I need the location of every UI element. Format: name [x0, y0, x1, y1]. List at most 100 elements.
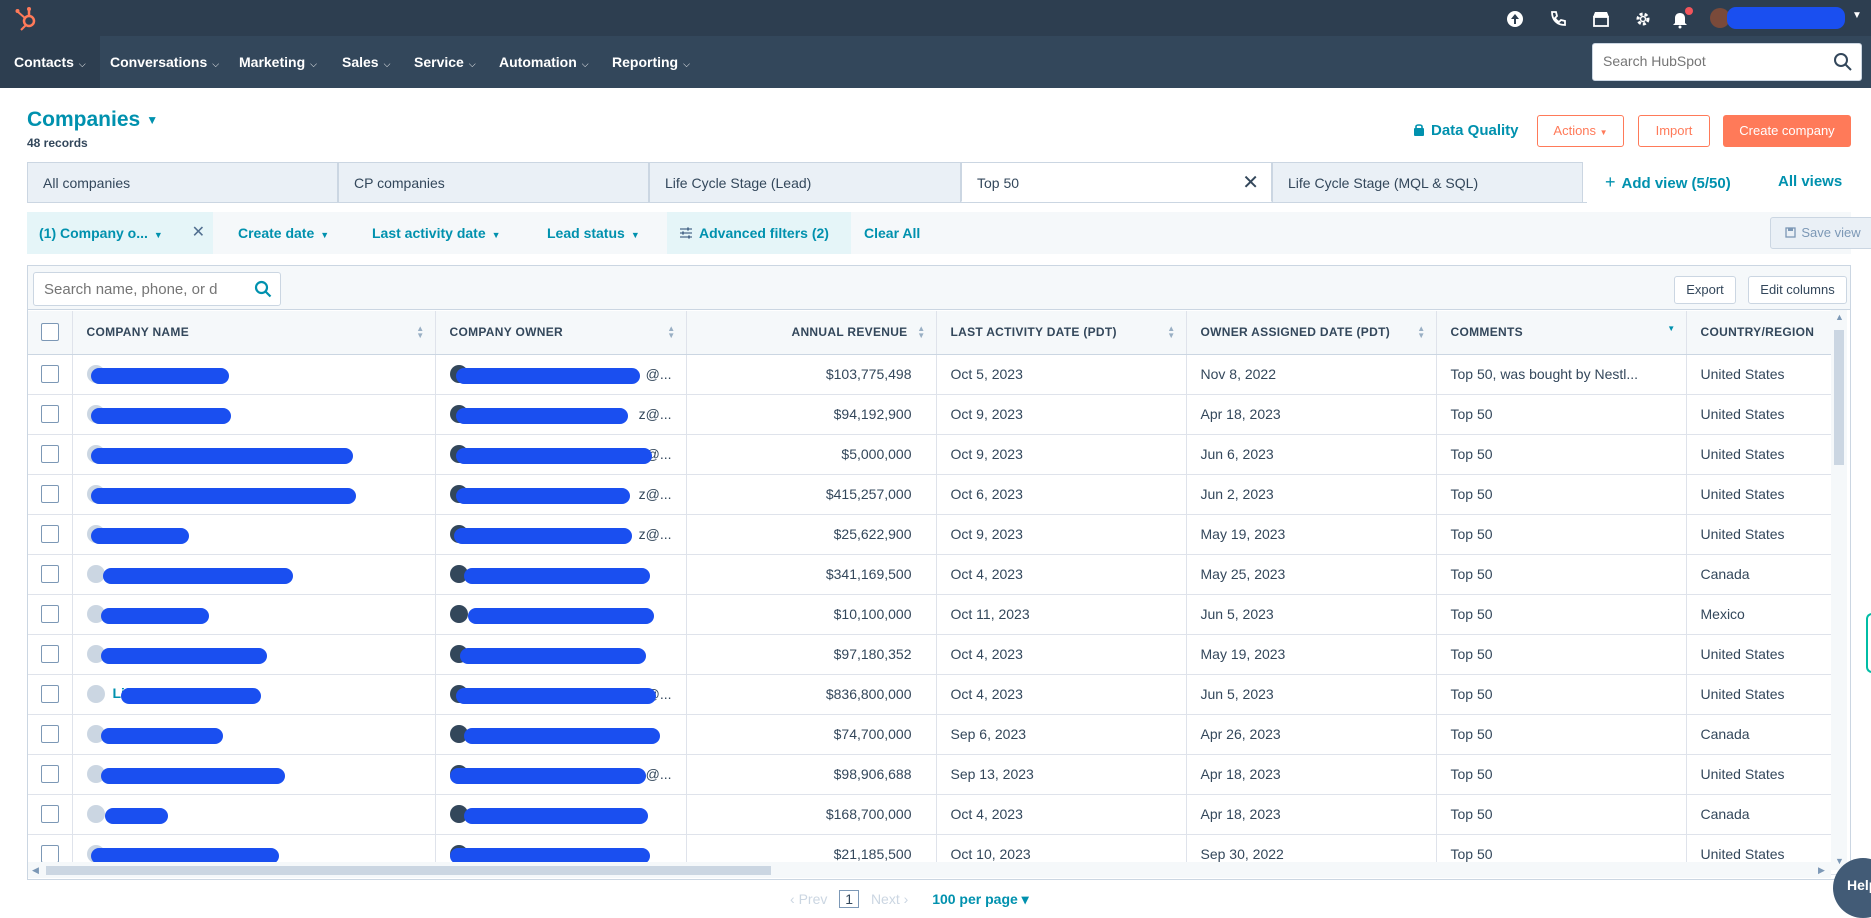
company-name-cell[interactable]: Lifelab health	[72, 674, 436, 715]
all-views-link[interactable]: All views	[1778, 173, 1843, 190]
per-page-select[interactable]: 100 per page ▾	[932, 891, 1029, 907]
table-row[interactable]: z@... $415,257,000 Oct 6, 2023 Jun 2, 2023 T…	[28, 474, 1847, 515]
comments-cell[interactable]: Top 50	[1436, 794, 1687, 835]
settings-gear-icon[interactable]	[1632, 8, 1654, 30]
row-checkbox[interactable]	[41, 445, 59, 464]
comments-cell[interactable]: Top 50	[1436, 754, 1687, 795]
company-owner-cell[interactable]	[435, 794, 687, 835]
close-icon[interactable]: ✕	[1242, 172, 1259, 194]
side-panel-tab[interactable]	[1866, 613, 1871, 673]
nav-marketing[interactable]: Marketing ⌵	[239, 54, 317, 70]
lead-status-filter[interactable]: Lead status ▼	[547, 225, 640, 241]
company-name-cell[interactable]	[72, 474, 436, 515]
hubspot-logo-icon[interactable]	[14, 6, 40, 32]
clear-all-link[interactable]: Clear All	[864, 225, 921, 241]
advanced-filters-button[interactable]: Advanced filters (2)	[667, 212, 851, 254]
comments-cell[interactable]: Top 50, was bought by Nestl...	[1436, 354, 1687, 395]
comments-cell[interactable]: Top 50	[1436, 474, 1687, 515]
horizontal-scrollbar[interactable]: ◀ ▶	[28, 862, 1831, 878]
company-owner-cell[interactable]	[435, 714, 687, 755]
user-avatar[interactable]	[1710, 8, 1730, 28]
company-name-cell[interactable]	[72, 554, 436, 595]
nav-automation[interactable]: Automation ⌵	[499, 54, 589, 70]
table-search-input[interactable]	[34, 273, 244, 305]
create-date-filter[interactable]: Create date ▼	[238, 225, 330, 241]
row-checkbox[interactable]	[41, 565, 59, 584]
vertical-scroll-thumb[interactable]	[1834, 330, 1844, 465]
nav-contacts[interactable]: Contacts ⌵	[0, 36, 100, 88]
notifications-bell-icon[interactable]	[1669, 8, 1691, 30]
global-search[interactable]	[1592, 43, 1862, 81]
company-owner-cell[interactable]: z@...	[435, 474, 687, 515]
tab-all-companies[interactable]: All companies	[27, 162, 338, 202]
column-header-annual-revenue[interactable]: ANNUAL REVENUE ▲ ▼	[686, 311, 937, 355]
company-owner-cell[interactable]	[435, 554, 687, 595]
company-owner-cell[interactable]	[435, 634, 687, 675]
last-activity-filter[interactable]: Last activity date ▼	[372, 225, 501, 241]
column-header-country-region[interactable]: COUNTRY/REGION	[1686, 311, 1847, 355]
tab-life-cycle-lead[interactable]: Life Cycle Stage (Lead)	[649, 162, 961, 202]
data-quality-link[interactable]: Data Quality	[1413, 122, 1519, 139]
table-row[interactable]: z@... $94,192,900 Oct 9, 2023 Apr 18, 2023 T…	[28, 394, 1847, 435]
table-row[interactable]: $168,700,000 Oct 4, 2023 Apr 18, 2023 Top 5…	[28, 794, 1847, 835]
close-icon[interactable]: ✕	[191, 224, 205, 241]
row-checkbox[interactable]	[41, 845, 59, 864]
company-owner-filter[interactable]: (1) Company o... ▼ ✕	[27, 212, 213, 254]
nav-reporting[interactable]: Reporting ⌵	[612, 54, 690, 70]
company-owner-cell[interactable]	[435, 594, 687, 635]
company-name-cell[interactable]: Great Kitchens Food Company	[72, 434, 436, 475]
company-owner-cell[interactable]: @...	[435, 354, 687, 395]
tab-top-50[interactable]: Top 50 ✕	[961, 162, 1272, 202]
column-header-last-activity-date[interactable]: LAST ACTIVITY DATE (PDT) ▲ ▼	[936, 311, 1187, 355]
current-page[interactable]: 1	[839, 890, 860, 908]
comments-cell[interactable]: Top 50	[1436, 594, 1687, 635]
company-name-cell[interactable]	[72, 634, 436, 675]
global-search-input[interactable]	[1593, 44, 1813, 78]
row-checkbox[interactable]	[41, 485, 59, 504]
column-header-comments[interactable]: COMMENTS ▼	[1436, 311, 1687, 355]
horizontal-scroll-thumb[interactable]	[46, 866, 771, 875]
table-row[interactable]: Lifelab healthCristina Pozzo (cpozzo@...…	[28, 674, 1847, 715]
account-menu-chevron-icon[interactable]: ▼	[1852, 10, 1862, 21]
row-checkbox[interactable]	[41, 725, 59, 744]
table-row[interactable]: $97,180,352 Oct 4, 2023 May 19, 2023 Top 50…	[28, 634, 1847, 675]
table-row[interactable]: $74,700,000 Sep 6, 2023 Apr 26, 2023 Top 50…	[28, 714, 1847, 755]
row-checkbox[interactable]	[41, 365, 59, 384]
save-view-button[interactable]: Save view	[1770, 217, 1871, 249]
column-header-company-owner[interactable]: COMPANY OWNER ▲ ▼	[435, 311, 687, 355]
row-checkbox[interactable]	[41, 645, 59, 664]
tab-life-cycle-mql-sql[interactable]: Life Cycle Stage (MQL & SQL)	[1272, 162, 1583, 202]
comments-cell[interactable]: Top 50	[1436, 514, 1687, 555]
row-checkbox[interactable]	[41, 405, 59, 424]
comments-cell[interactable]: Top 50	[1436, 554, 1687, 595]
company-name-cell[interactable]	[72, 514, 436, 555]
marketplace-icon[interactable]	[1590, 8, 1612, 30]
company-owner-cell[interactable]: z@...	[435, 514, 687, 555]
search-icon[interactable]	[254, 280, 272, 298]
table-search[interactable]	[33, 272, 281, 306]
company-owner-cell[interactable]: @...	[435, 754, 687, 795]
company-owner-cell[interactable]: Cristina Pozzo (cpozzo@...	[435, 434, 687, 475]
search-icon[interactable]	[1833, 52, 1853, 72]
company-owner-cell[interactable]: z@...	[435, 394, 687, 435]
table-row[interactable]: @... $103,775,498 Oct 5, 2023 Nov 8, 2022 To…	[28, 354, 1847, 395]
page-title[interactable]: Companies ▼	[27, 108, 159, 131]
company-name-cell[interactable]	[72, 594, 436, 635]
table-row[interactable]: @... $98,906,688 Sep 13, 2023 Apr 18, 2023 T…	[28, 754, 1847, 795]
create-company-button[interactable]: Create company	[1723, 115, 1851, 147]
tab-cp-companies[interactable]: CP companies	[338, 162, 649, 202]
nav-service[interactable]: Service ⌵	[414, 54, 476, 70]
table-row[interactable]: $10,100,000 Oct 11, 2023 Jun 5, 2023 Top 50…	[28, 594, 1847, 635]
upgrade-icon[interactable]	[1504, 8, 1526, 30]
comments-cell[interactable]: Top 50	[1436, 434, 1687, 475]
calling-icon[interactable]	[1547, 8, 1569, 30]
column-header-company-name[interactable]: COMPANY NAME ▲ ▼	[72, 311, 436, 355]
row-checkbox[interactable]	[41, 605, 59, 624]
comments-cell[interactable]: Top 50	[1436, 714, 1687, 755]
nav-conversations[interactable]: Conversations ⌵	[110, 54, 220, 70]
row-checkbox[interactable]	[41, 685, 59, 704]
comments-cell[interactable]: Top 50	[1436, 394, 1687, 435]
column-header-owner-assigned-date[interactable]: OWNER ASSIGNED DATE (PDT) ▲ ▼	[1186, 311, 1437, 355]
company-name-cell[interactable]	[72, 794, 436, 835]
company-name-cell[interactable]	[72, 714, 436, 755]
